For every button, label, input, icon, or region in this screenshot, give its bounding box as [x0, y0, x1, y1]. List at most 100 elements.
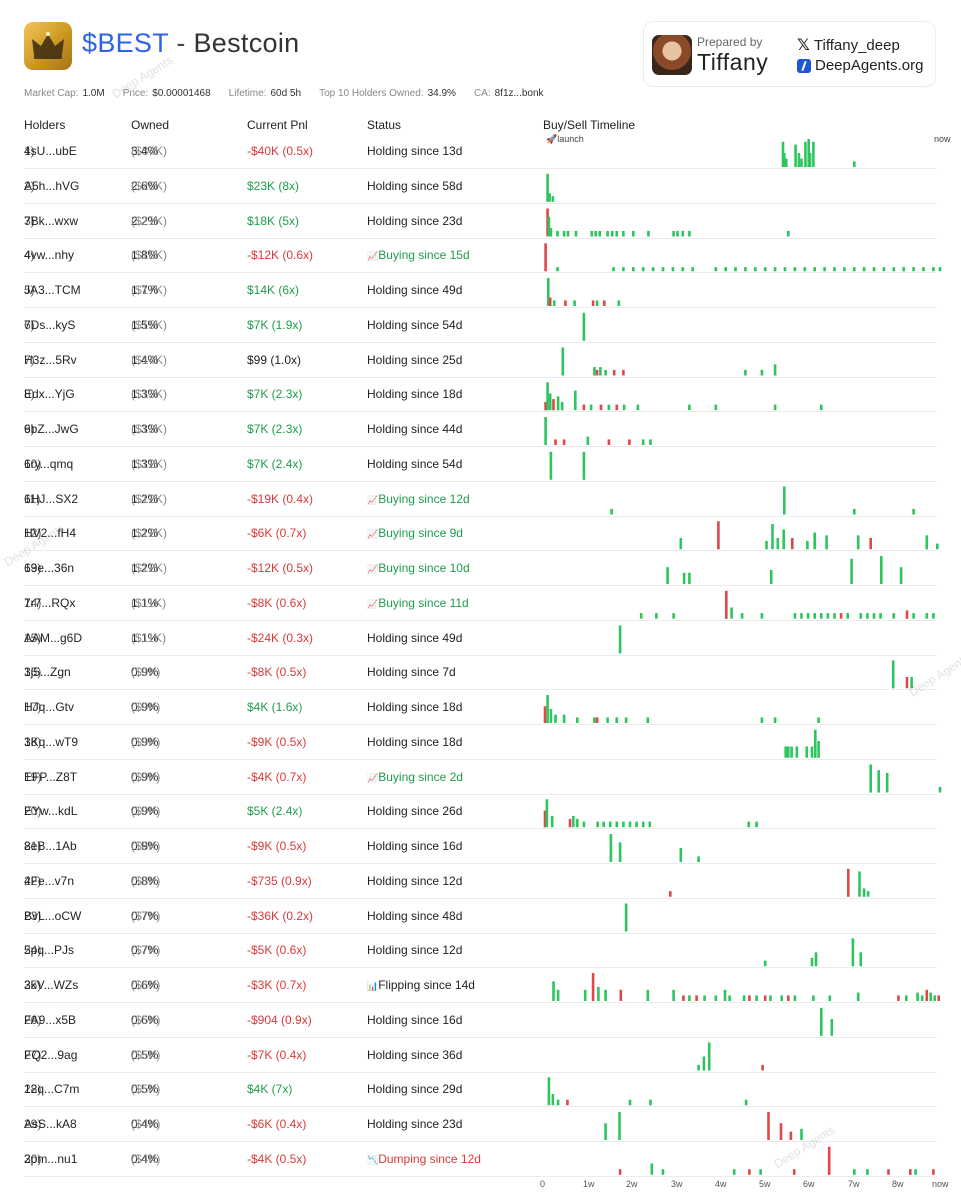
table-row[interactable]: 2) A5h...hVG 2.6% ($26K) $23K (8x) Holding …	[24, 169, 937, 204]
holder-rank: 20)	[24, 804, 42, 819]
holder-addr-text: 8eB...1Ab	[24, 839, 77, 853]
table-row[interactable]: 12) HV2...fH4 1.2% ($12K) -$6K (0.7x) 📈Buyi…	[24, 516, 937, 552]
col-header-status: Status	[367, 118, 402, 132]
holder-addr-text: 12q...C7m	[24, 1082, 80, 1097]
table-row[interactable]: 15) AAM...g6D 1.1% ($11K) -$24K (0.3x) Hold…	[24, 621, 937, 656]
prepared-by-label: Prepared by	[697, 35, 763, 49]
axis-tick-label: 1w	[583, 1179, 595, 1189]
table-row[interactable]: 4) 4vw...nhy 1.8% ($18K) -$12K (0.6x) 📈Buyi…	[24, 238, 937, 274]
table-row[interactable]: 8) Edx...YjG 1.3% ($13K) $7K (2.3x) Holding…	[24, 377, 937, 413]
table-row[interactable]: 25) 3kV...WZs 0.6% ($6K) -$3K (0.7x) 📊Flipp…	[24, 968, 937, 1003]
owned-pct: 1.2%	[131, 491, 159, 506]
owned-pct: 1.2%	[131, 526, 159, 541]
holder-pnl: $4K (7x)	[247, 1082, 293, 1097]
table-row[interactable]: 1) 4sU...ubE 3.4% ($34K) -$40K (0.5x) Holdi…	[24, 134, 937, 169]
table-row[interactable]: 7) H3z...5Rv 1.4% ($14K) $99 (1.0x) Holding…	[24, 343, 937, 378]
holder-status: Holding since 54d	[367, 447, 462, 481]
owned-usd: ($12K)	[131, 526, 168, 541]
table-row[interactable]: 6) 7Ds...kyS 1.5% ($15K) $7K (1.9x) Holding…	[24, 308, 937, 343]
table-row[interactable]: 5) JA3...TCM 1.7% ($17K) $14K (6x) Holding …	[24, 273, 937, 308]
holder-rank: 22)	[24, 873, 42, 888]
owned-usd: ($9K)	[131, 665, 161, 680]
holder-rank: 5)	[24, 283, 35, 297]
table-row[interactable]: 21) 8eB...1Ab 0.9% ($8K) -$9K (0.5x) Holdin…	[24, 829, 937, 864]
holder-addr-text: 4vw...nhy	[24, 248, 75, 263]
holder-rank: 9)	[24, 422, 35, 436]
holder-rank: 23)	[24, 908, 42, 923]
owned-pct: 0.9%	[131, 769, 159, 784]
holder-rank: 17)	[24, 700, 42, 714]
holder-addr-text: 7Bk...wxw	[24, 213, 79, 228]
axis-tick-label: 6w	[803, 1179, 815, 1189]
holder-pnl: -$6K (0.4x)	[247, 1117, 307, 1131]
holder-pnl: $14K (6x)	[247, 283, 300, 297]
token-logo	[24, 22, 72, 70]
table-row[interactable]: 14) 7r7...RQx 1.1% ($11K) -$8K (0.6x) 📈Buyi…	[24, 586, 937, 621]
holder-pnl: -$4K (0.7x)	[247, 769, 307, 784]
holder-pnl: -$12K (0.6x)	[247, 248, 314, 263]
table-row[interactable]: 18) 3Kq...wT9 0.9% ($9K) -$9K (0.5x) Holdin…	[24, 725, 937, 760]
holder-rank: 13)	[24, 561, 42, 575]
status-text: Dumping since 12d	[378, 1151, 481, 1166]
table-row[interactable]: 3) 7Bk...wxw 2.2% ($21K) $18K (5x) Holding …	[24, 204, 937, 239]
table-row[interactable]: 19) EFP...Z8T 0.9% ($9K) -$4K (0.7x) 📈Buyin…	[24, 760, 937, 795]
table-row[interactable]: 17) HJq...Gtv 0.9% ($9K) $4K (1.6x) Holding…	[24, 690, 937, 725]
table-row[interactable]: 30) 2pm...nu1 0.4% ($4K) -$4K (0.5x) 📉Dumpi…	[24, 1142, 937, 1177]
holder-rank: 3)	[24, 213, 35, 228]
table-row[interactable]: 28) 12q...C7m 0.5% ($5K) $4K (7x) Holding s…	[24, 1072, 937, 1108]
token-name: Bestcoin	[193, 28, 300, 58]
owned-usd: ($34K)	[131, 144, 168, 158]
holder-rank: 11)	[24, 491, 41, 506]
holder-pnl: $7K (2.3x)	[247, 387, 303, 402]
stat-contract[interactable]: CA: 8f1z...bonk	[473, 88, 544, 99]
holder-addr-text: EFP...Z8T	[24, 769, 78, 784]
table-row[interactable]: 10) 6ry...qmq 1.3% ($12K) $7K (2.4x) Holdin…	[24, 447, 937, 482]
holder-addr-text: 6HJ...SX2	[24, 491, 79, 506]
table-row[interactable]: 26) FA9...x5B 0.6% ($5K) -$904 (0.9x) Holdi…	[24, 1003, 937, 1038]
status-text: Holding since 48d	[367, 908, 463, 923]
holder-addr-text: Edx...YjG	[24, 387, 75, 402]
table-row[interactable]: 23) BvL...oCW 0.7% ($7K) -$36K (0.2x) Holdi…	[24, 899, 937, 934]
holder-status: 📈Buying since 9d	[367, 516, 463, 551]
axis-tick-label: 3w	[671, 1179, 683, 1189]
axis-tick-label: 0	[540, 1179, 546, 1189]
status-icon: 📈	[367, 564, 379, 574]
holder-pnl: -$8K (0.5x)	[247, 665, 307, 680]
holder-rank: 14)	[24, 595, 42, 610]
owned-usd: ($21K)	[131, 213, 168, 228]
table-row[interactable]: 24) 5pq...PJs 0.7% ($7K) -$5K (0.6x) Holdin…	[24, 933, 937, 969]
author-x-link[interactable]: 𝕏 Tiffany_deep	[797, 35, 900, 55]
status-icon: 📈	[367, 494, 379, 505]
stat-price: Price: $0.00001468	[122, 88, 211, 99]
owned-usd: ($13K)	[131, 387, 168, 402]
holder-status: 📉Dumping since 12d	[367, 1142, 481, 1177]
table-row[interactable]: 27) FQ2...9ag 0.5% ($5K) -$7K (0.4x) Holdin…	[24, 1038, 937, 1073]
owned-usd: ($12K)	[131, 456, 168, 471]
col-header-holders: Holders	[24, 118, 66, 132]
holder-rank: 21)	[24, 839, 42, 853]
status-text: Holding since 18d	[367, 387, 463, 402]
holder-status: Holding since 7d	[367, 655, 456, 689]
axis-tick-label: 8w	[892, 1179, 904, 1189]
table-row[interactable]: 29) AsS...kA8 0.4% ($4K) -$6K (0.4x) Holdin…	[24, 1107, 937, 1142]
holder-status: Holding since 16d	[367, 1003, 462, 1037]
table-row[interactable]: 13) 69e...36n 1.2% ($12K) -$12K (0.5x) 📈Buy…	[24, 551, 937, 586]
owned-usd: ($9K)	[131, 734, 161, 749]
table-row[interactable]: 11) 6HJ...SX2 1.2% ($12K) -$19K (0.4x) 📈Buy…	[24, 482, 937, 517]
author-site-link[interactable]: DeepAgents.org	[797, 57, 923, 74]
author-x-handle: Tiffany_deep	[813, 36, 900, 54]
holder-addr-text: 6ry...qmq	[24, 456, 74, 471]
holder-addr-text: 7r7...RQx	[24, 595, 76, 610]
owned-pct: 0.7%	[131, 908, 159, 923]
table-row[interactable]: 16) 3j5...Zgn 0.9% ($9K) -$8K (0.5x) Holdin…	[24, 655, 937, 691]
owned-usd: ($7K)	[131, 908, 161, 923]
stat-market-cap: Market Cap: 1.0M	[24, 88, 105, 99]
holder-status: 📈Buying since 10d	[367, 551, 470, 586]
table-row[interactable]: 9) 6bZ...JwG 1.3% ($13K) $7K (2.3x) Holding…	[24, 412, 937, 447]
holder-pnl: $99 (1.0x)	[247, 352, 302, 367]
holder-pnl: -$19K (0.4x)	[247, 491, 314, 506]
table-row[interactable]: 20) EYw...kdL 0.9% ($9K) $5K (2.4x) Holding…	[24, 794, 937, 830]
holder-rank: 10)	[24, 456, 42, 471]
holder-rank: 28)	[24, 1082, 42, 1097]
table-row[interactable]: 22) 4Fe...v7n 0.8% ($8K) -$735 (0.9x) Holdi…	[24, 864, 937, 899]
